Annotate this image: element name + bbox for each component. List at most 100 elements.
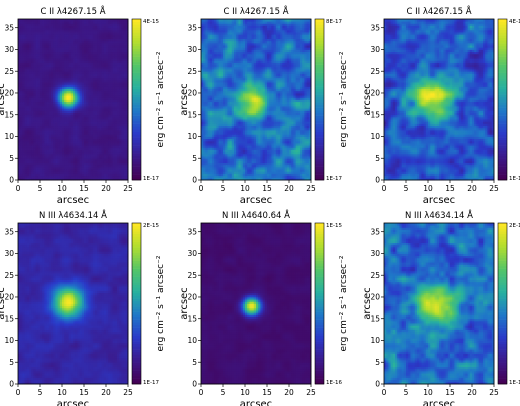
heatmap-cell bbox=[84, 106, 87, 109]
heatmap-cell bbox=[75, 79, 78, 83]
heatmap-cell bbox=[29, 84, 32, 87]
heatmap-cell bbox=[251, 171, 255, 174]
heatmap-cell bbox=[44, 27, 47, 31]
heatmap-cell bbox=[29, 60, 32, 63]
heatmap-cell bbox=[90, 169, 94, 172]
heatmap-cell bbox=[92, 145, 96, 148]
heatmap-cell bbox=[240, 169, 244, 172]
heatmap-cell bbox=[57, 108, 61, 111]
heatmap-cell bbox=[81, 145, 85, 148]
heatmap-cell bbox=[51, 95, 54, 98]
heatmap-cell bbox=[86, 125, 89, 129]
heatmap-cell bbox=[251, 156, 255, 159]
heatmap-cell bbox=[106, 77, 109, 81]
heatmap-cell bbox=[70, 149, 74, 153]
x-tick-label: 15 bbox=[79, 184, 89, 193]
heatmap-cell bbox=[46, 164, 50, 168]
heatmap-cell bbox=[81, 23, 85, 26]
heatmap-cell bbox=[119, 97, 122, 100]
heatmap-cell bbox=[88, 136, 91, 140]
heatmap-cell bbox=[201, 153, 204, 157]
heatmap-cell bbox=[24, 158, 28, 161]
heatmap-cell bbox=[77, 114, 80, 118]
heatmap-cell bbox=[31, 123, 34, 127]
heatmap-cell bbox=[81, 73, 85, 76]
heatmap-cell bbox=[35, 166, 39, 170]
heatmap-cell bbox=[62, 58, 65, 61]
heatmap-cell bbox=[26, 158, 30, 161]
heatmap-cell bbox=[103, 153, 107, 157]
heatmap-cell bbox=[275, 158, 279, 161]
heatmap-cell bbox=[101, 27, 105, 31]
heatmap-cell bbox=[35, 160, 39, 163]
heatmap-cell bbox=[92, 95, 96, 98]
heatmap-cell bbox=[291, 166, 294, 170]
panel-title: C II λ4267.15 Å bbox=[223, 5, 288, 17]
heatmap-cell bbox=[68, 29, 72, 33]
heatmap-cell bbox=[110, 42, 113, 46]
y-tick-label: 5 bbox=[9, 154, 14, 163]
heatmap-cell bbox=[53, 175, 56, 179]
heatmap-cell bbox=[42, 156, 45, 159]
heatmap-cell bbox=[77, 32, 80, 35]
heatmap-cell bbox=[251, 158, 255, 161]
colorbar-segment bbox=[132, 45, 141, 49]
heatmap-cell bbox=[273, 171, 277, 174]
heatmap-cell bbox=[48, 171, 52, 174]
heatmap-cell bbox=[92, 62, 96, 66]
heatmap-cell bbox=[121, 84, 124, 87]
heatmap-cell bbox=[81, 173, 85, 177]
heatmap-cell bbox=[31, 103, 34, 107]
heatmap-cell bbox=[20, 99, 23, 103]
heatmap-cell bbox=[90, 101, 94, 105]
heatmap-cell bbox=[262, 149, 266, 153]
heatmap-cell bbox=[48, 160, 52, 163]
heatmap-cell bbox=[81, 86, 85, 90]
heatmap-cell bbox=[84, 90, 87, 94]
heatmap-cell bbox=[112, 92, 116, 96]
heatmap-cell bbox=[75, 129, 78, 133]
heatmap-cell bbox=[205, 175, 208, 179]
heatmap-cell bbox=[253, 171, 257, 174]
heatmap-cell bbox=[62, 106, 65, 109]
heatmap-cell bbox=[29, 103, 32, 107]
heatmap-cell bbox=[117, 149, 120, 153]
heatmap-cell bbox=[37, 169, 41, 172]
heatmap-cell bbox=[106, 95, 109, 98]
heatmap-cell bbox=[48, 166, 52, 170]
heatmap-cell bbox=[123, 66, 127, 70]
heatmap-cell bbox=[24, 42, 28, 46]
heatmap-cell bbox=[99, 29, 102, 33]
heatmap-cell bbox=[97, 23, 100, 26]
heatmap-cell bbox=[112, 134, 116, 137]
heatmap-cell bbox=[44, 162, 47, 166]
heatmap-cell bbox=[40, 21, 43, 24]
heatmap-cell bbox=[81, 21, 85, 24]
heatmap-cell bbox=[26, 38, 30, 42]
heatmap-cell bbox=[55, 138, 58, 142]
heatmap-cell bbox=[304, 160, 307, 163]
heatmap-cell bbox=[108, 84, 111, 87]
heatmap-cell bbox=[86, 116, 89, 120]
heatmap-cell bbox=[35, 121, 39, 124]
heatmap-cell bbox=[53, 127, 56, 131]
heatmap-cell bbox=[90, 143, 94, 146]
heatmap-cell bbox=[73, 88, 76, 92]
heatmap-cell bbox=[70, 134, 74, 137]
heatmap-cell bbox=[33, 164, 36, 168]
heatmap-cell bbox=[77, 27, 80, 31]
heatmap-cell bbox=[106, 51, 109, 55]
heatmap-cell bbox=[119, 21, 122, 24]
heatmap-cell bbox=[66, 64, 69, 68]
heatmap-cell bbox=[24, 125, 28, 129]
heatmap-cell bbox=[125, 55, 129, 59]
heatmap-cell bbox=[46, 88, 50, 92]
heatmap-cell bbox=[64, 106, 67, 109]
heatmap-cell bbox=[304, 173, 307, 177]
heatmap-cell bbox=[101, 138, 105, 142]
heatmap-cell bbox=[51, 173, 54, 177]
heatmap-cell bbox=[90, 86, 94, 90]
heatmap-cell bbox=[106, 119, 109, 122]
heatmap-cell bbox=[117, 110, 120, 113]
heatmap-cell bbox=[55, 60, 58, 63]
